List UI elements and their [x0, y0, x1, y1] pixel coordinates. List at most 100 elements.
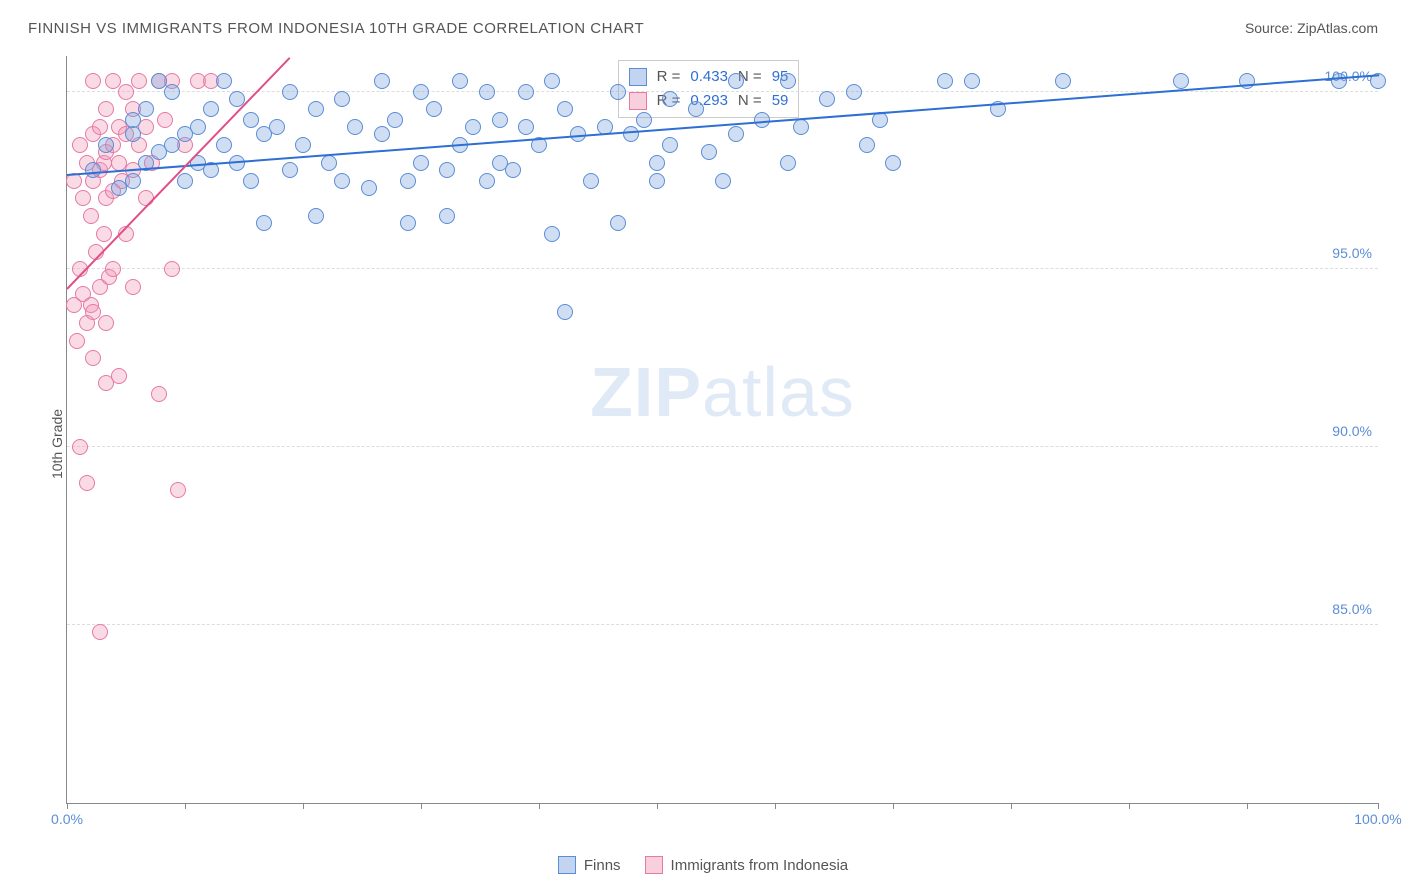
data-point-finns: [728, 126, 744, 142]
data-point-finns: [583, 173, 599, 189]
data-point-finns: [819, 91, 835, 107]
data-point-finns: [374, 126, 390, 142]
data-point-finns: [413, 84, 429, 100]
data-point-finns: [1173, 73, 1189, 89]
swatch-indonesia: [645, 856, 663, 874]
data-point-finns: [557, 304, 573, 320]
chart-title: FINNISH VS IMMIGRANTS FROM INDONESIA 10T…: [28, 20, 644, 37]
data-point-indonesia: [118, 84, 134, 100]
source-link[interactable]: ZipAtlas.com: [1297, 20, 1378, 36]
data-point-finns: [98, 137, 114, 153]
data-point-finns: [216, 73, 232, 89]
data-point-finns: [662, 91, 678, 107]
data-point-finns: [243, 112, 259, 128]
data-point-finns: [347, 119, 363, 135]
swatch-finns: [558, 856, 576, 874]
data-point-indonesia: [79, 475, 95, 491]
data-point-finns: [164, 137, 180, 153]
data-point-finns: [269, 119, 285, 135]
gridline: [67, 268, 1378, 269]
watermark: ZIPatlas: [590, 352, 855, 432]
n-value-indonesia: 59: [772, 89, 789, 113]
data-point-finns: [715, 173, 731, 189]
data-point-indonesia: [105, 261, 121, 277]
x-tick: [185, 803, 186, 809]
data-point-finns: [282, 84, 298, 100]
data-point-indonesia: [85, 350, 101, 366]
data-point-finns: [190, 119, 206, 135]
data-point-indonesia: [96, 226, 112, 242]
plot-area: ZIPatlas R = 0.433 N = 95 R = 0.293 N = …: [66, 56, 1378, 804]
data-point-indonesia: [92, 119, 108, 135]
r-value-finns: 0.433: [690, 65, 728, 89]
data-point-indonesia: [92, 624, 108, 640]
y-tick-label: 95.0%: [1332, 245, 1372, 261]
data-point-finns: [308, 101, 324, 117]
data-point-indonesia: [85, 73, 101, 89]
data-point-finns: [518, 119, 534, 135]
data-point-finns: [1055, 73, 1071, 89]
data-point-finns: [610, 84, 626, 100]
y-axis-label: 10th Grade: [49, 409, 65, 479]
n-label: N =: [738, 89, 762, 113]
x-tick: [775, 803, 776, 809]
data-point-finns: [846, 84, 862, 100]
legend-row-indonesia: R = 0.293 N = 59: [629, 89, 789, 113]
data-point-finns: [1331, 73, 1347, 89]
x-tick: [1011, 803, 1012, 809]
data-point-indonesia: [151, 386, 167, 402]
x-tick: [657, 803, 658, 809]
data-point-finns: [426, 101, 442, 117]
data-point-finns: [374, 73, 390, 89]
data-point-finns: [662, 137, 678, 153]
data-point-finns: [203, 101, 219, 117]
data-point-finns: [282, 162, 298, 178]
data-point-finns: [256, 215, 272, 231]
gridline: [67, 446, 1378, 447]
data-point-finns: [885, 155, 901, 171]
data-point-finns: [125, 126, 141, 142]
gridline: [67, 624, 1378, 625]
data-point-finns: [479, 84, 495, 100]
legend-label-finns: Finns: [584, 857, 621, 874]
data-point-finns: [623, 126, 639, 142]
data-point-finns: [859, 137, 875, 153]
x-tick: [67, 803, 68, 809]
data-point-finns: [400, 173, 416, 189]
data-point-finns: [505, 162, 521, 178]
data-point-finns: [636, 112, 652, 128]
correlation-legend: R = 0.433 N = 95 R = 0.293 N = 59: [618, 60, 800, 118]
data-point-finns: [387, 112, 403, 128]
data-point-finns: [85, 162, 101, 178]
watermark-light: atlas: [702, 353, 855, 431]
data-point-indonesia: [164, 261, 180, 277]
data-point-finns: [544, 226, 560, 242]
data-point-finns: [937, 73, 953, 89]
swatch-finns: [629, 68, 647, 86]
data-point-indonesia: [98, 101, 114, 117]
data-point-indonesia: [72, 439, 88, 455]
data-point-finns: [544, 73, 560, 89]
data-point-finns: [125, 112, 141, 128]
legend-item-finns: Finns: [558, 856, 621, 874]
data-point-indonesia: [75, 190, 91, 206]
data-point-finns: [413, 155, 429, 171]
series-legend: Finns Immigrants from Indonesia: [0, 856, 1406, 874]
data-point-finns: [164, 84, 180, 100]
x-tick: [1247, 803, 1248, 809]
data-point-finns: [649, 173, 665, 189]
data-point-finns: [439, 162, 455, 178]
watermark-bold: ZIP: [590, 353, 702, 431]
data-point-indonesia: [111, 368, 127, 384]
r-label: R =: [657, 65, 681, 89]
x-tick: [303, 803, 304, 809]
swatch-indonesia: [629, 92, 647, 110]
data-point-finns: [216, 137, 232, 153]
data-point-finns: [177, 173, 193, 189]
data-point-finns: [728, 73, 744, 89]
data-point-finns: [400, 215, 416, 231]
data-point-finns: [610, 215, 626, 231]
data-point-indonesia: [125, 279, 141, 295]
data-point-finns: [361, 180, 377, 196]
x-tick: [421, 803, 422, 809]
